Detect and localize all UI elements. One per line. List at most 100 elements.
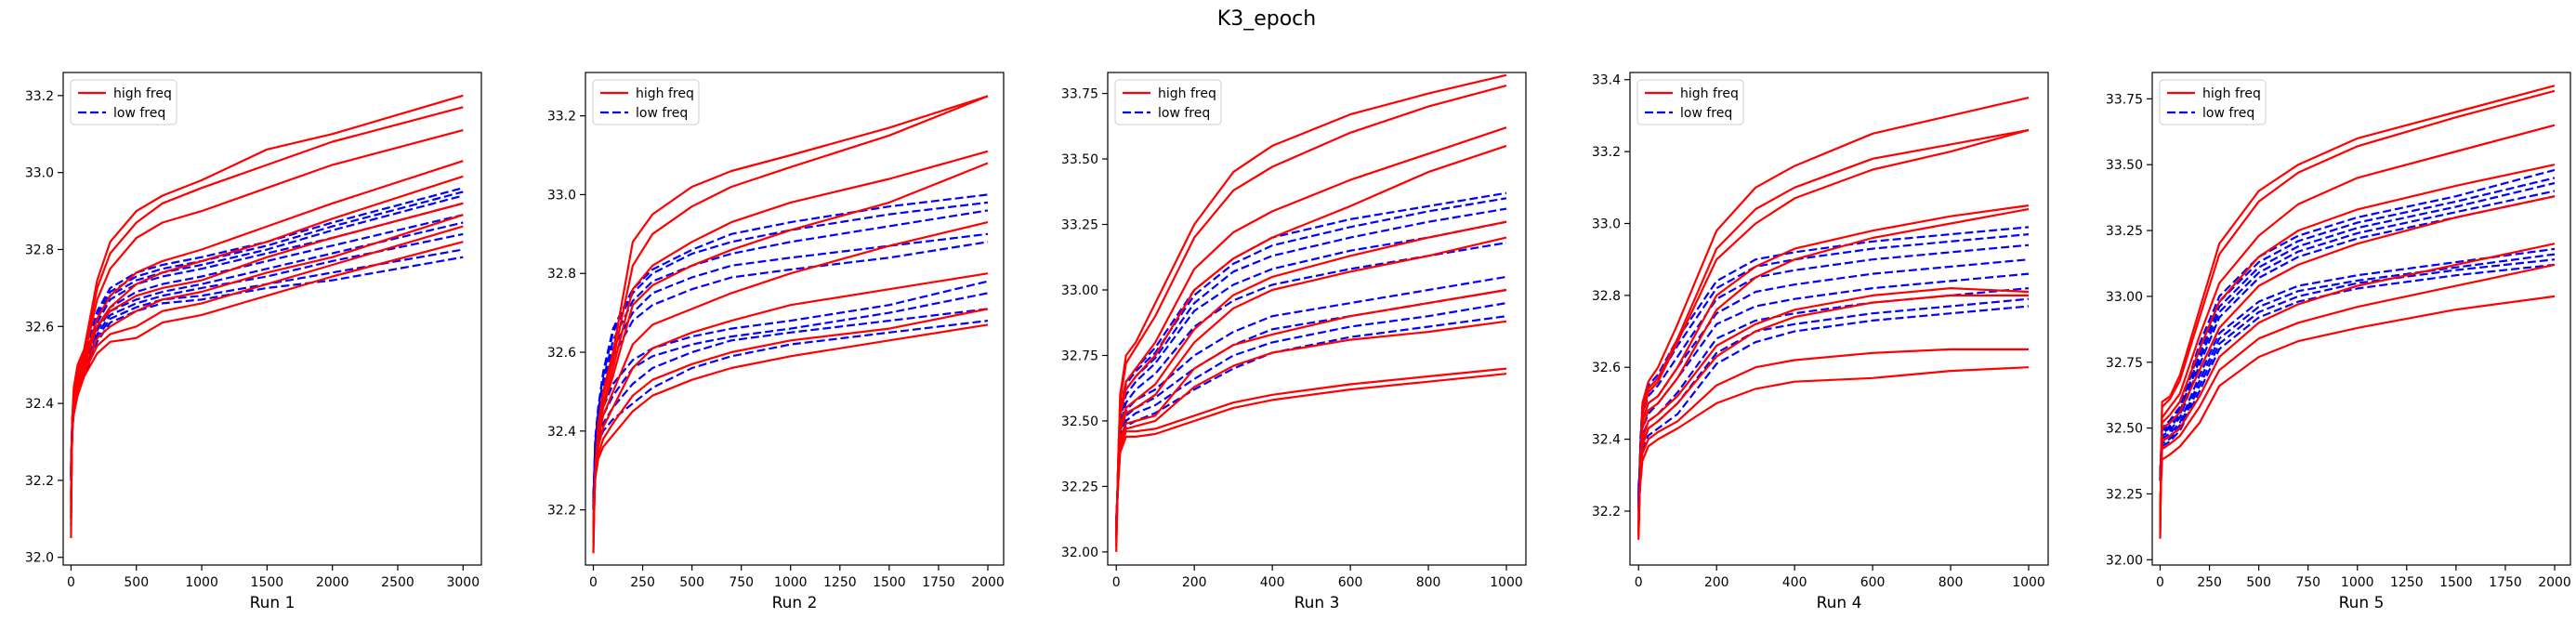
legend: high freq low freq [1636, 79, 1744, 125]
high-freq-series-line [70, 202, 464, 504]
axes-frame [1107, 72, 1527, 566]
x-tick-label: 1750 [2489, 575, 2522, 590]
y-tick-label: 33.50 [2106, 158, 2143, 173]
low-freq-series-line [1637, 287, 2030, 493]
y-tick-label: 32.50 [1061, 414, 1098, 429]
y-tick-label: 32.25 [2106, 487, 2143, 502]
x-tick-label: 750 [729, 575, 754, 590]
y-tick-label: 33.0 [25, 166, 54, 181]
low-freq-series-line [2159, 258, 2556, 473]
low-freq-series-line [1637, 233, 2030, 508]
high-freq-series-line [70, 106, 464, 527]
legend: high freq low freq [1114, 79, 1222, 125]
y-tick-label: 32.00 [2106, 553, 2143, 568]
x-axis-label: Run 5 [2339, 594, 2385, 612]
high-freq-series-line [2159, 295, 2556, 503]
high-freq-series-line [1115, 373, 1507, 523]
low-freq-series-line [592, 241, 989, 503]
axes-frame [585, 72, 1005, 566]
subplot-3: 0 200 400 600 800 1000 32.00 32.25 32.50 32.75 33.… [1061, 72, 1527, 612]
high-freq-series-line [70, 94, 464, 539]
high-freq-series-line [2159, 89, 2556, 534]
y-tick-label: 32.8 [25, 243, 54, 257]
low-freq-series-line [592, 308, 989, 498]
high-freq-series-line [592, 95, 989, 550]
high-freq-series-line [1115, 236, 1507, 534]
axes-frame [1629, 72, 2049, 566]
x-tick-label: 0 [1635, 575, 1643, 590]
x-tick-label: 500 [2246, 575, 2271, 590]
x-tick-label: 1000 [2012, 575, 2045, 590]
x-tick-label: 800 [1416, 575, 1441, 590]
high-freq-series-line [592, 221, 989, 530]
x-tick-label: 2000 [2538, 575, 2571, 590]
axes-frame [62, 72, 482, 566]
figure-title: K3_epoch [1217, 7, 1316, 31]
low-freq-series-line [1115, 220, 1507, 532]
low-freq-series-line [2159, 263, 2556, 471]
low-freq-series-line [70, 221, 464, 473]
low-freq-series-line [592, 280, 989, 503]
high-freq-series-line [1637, 97, 2030, 540]
legend-low-freq-label: low freq [1680, 106, 1732, 121]
low-freq-series-line [70, 202, 464, 477]
y-tick-label: 33.00 [2106, 290, 2143, 305]
y-tick-label: 32.2 [25, 474, 54, 489]
x-tick-label: 2500 [381, 575, 414, 590]
x-tick-label: 200 [1182, 575, 1207, 590]
y-tick-label: 32.00 [1061, 546, 1098, 560]
x-tick-label: 200 [1704, 575, 1729, 590]
low-freq-series-line [70, 191, 464, 480]
subplot-4: 0 200 400 600 800 1000 32.2 32.4 32.6 32.8 33.0 33.… [1592, 72, 2049, 612]
low-freq-series-line [2159, 195, 2556, 476]
y-tick-label: 33.25 [2106, 224, 2143, 239]
high-freq-series-line [1115, 288, 1507, 532]
high-freq-series-line [1637, 366, 2030, 512]
y-tick-label: 33.00 [1061, 283, 1098, 298]
subplot-1: 0 500 1000 1500 2000 2500 3000 32.0 32.2 32.4 32.6… [25, 72, 482, 612]
low-freq-series-line [1115, 302, 1507, 521]
axes-frame [2151, 72, 2571, 566]
x-tick-label: 1500 [873, 575, 906, 590]
low-freq-series-line [1637, 243, 2030, 505]
high-freq-series-line [1637, 207, 2030, 526]
low-freq-series-line [70, 248, 464, 469]
x-tick-label: 1000 [1490, 575, 1523, 590]
y-tick-label: 32.4 [25, 397, 54, 412]
y-tick-label: 33.0 [547, 188, 576, 203]
y-tick-label: 33.25 [1061, 218, 1098, 233]
legend-low-freq-label: low freq [113, 106, 165, 121]
low-freq-series-line [2159, 247, 2556, 476]
y-tick-label: 32.6 [547, 346, 576, 361]
low-freq-series-line [2159, 168, 2556, 481]
high-freq-series-line [1115, 85, 1507, 547]
x-tick-label: 1000 [774, 575, 808, 590]
subplot-2: 0 250 500 750 1000 1250 1500 1750 2000 32.2 32.4 32… [547, 72, 1005, 612]
y-tick-label: 32.8 [1592, 289, 1621, 304]
legend: high freq low freq [70, 79, 177, 125]
x-tick-label: 800 [1939, 575, 1964, 590]
high-freq-series-line [1115, 144, 1507, 539]
legend-high-freq-label: high freq [636, 86, 694, 101]
high-freq-series-line [1115, 320, 1507, 529]
low-freq-series-line [592, 232, 989, 506]
high-freq-series-line [2159, 85, 2556, 539]
low-freq-series-line [1637, 297, 2030, 490]
low-freq-series-line [70, 232, 464, 469]
low-freq-series-line [70, 194, 464, 477]
y-tick-label: 33.75 [1061, 87, 1098, 102]
legend: high freq low freq [2159, 79, 2267, 125]
y-tick-label: 32.25 [1061, 480, 1098, 494]
x-tick-label: 400 [1260, 575, 1285, 590]
y-tick-label: 32.8 [547, 267, 576, 282]
subplots: 0 500 1000 1500 2000 2500 300032.032.232.432.6… [25, 72, 2571, 612]
legend-low-freq-label: low freq [636, 106, 688, 121]
low-freq-series-line [592, 320, 989, 494]
y-tick-label: 33.50 [1061, 152, 1098, 167]
x-axis-label: Run 3 [1295, 594, 1340, 612]
y-tick-label: 32.6 [1592, 361, 1621, 375]
high-freq-series-line [592, 323, 989, 522]
x-axis-label: Run 4 [1817, 594, 1862, 612]
y-tick-label: 32.6 [25, 320, 54, 335]
x-tick-label: 1500 [251, 575, 284, 590]
